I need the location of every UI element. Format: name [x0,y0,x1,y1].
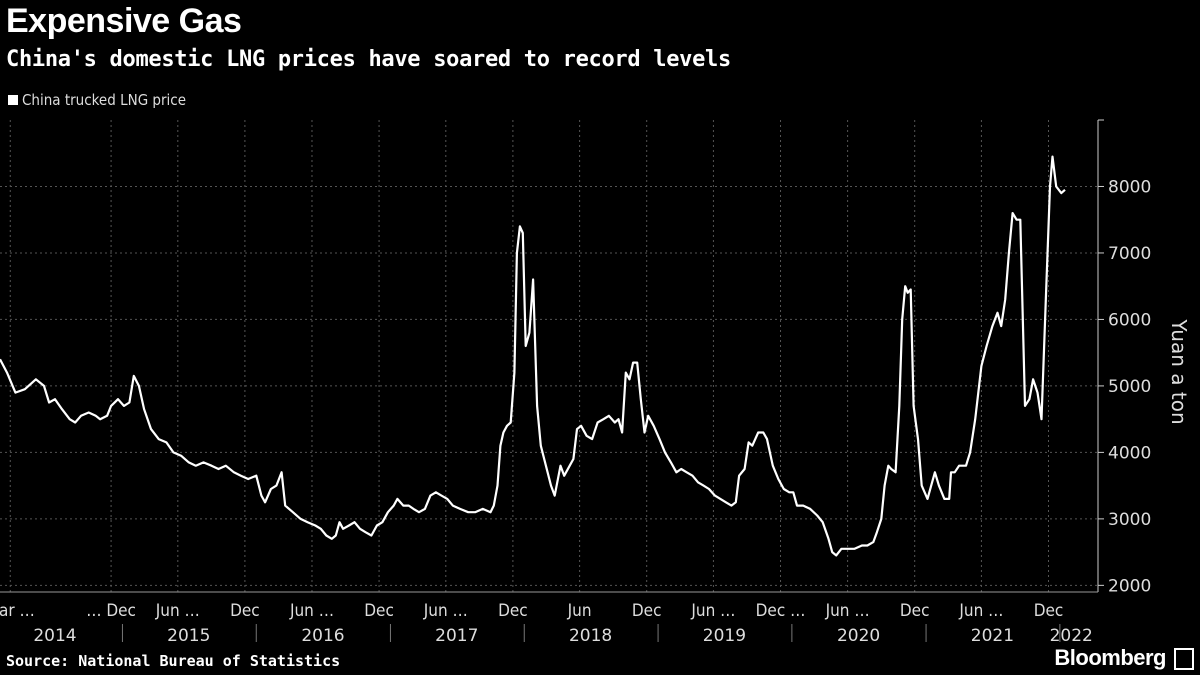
x-tick-label: … Dec [86,601,136,621]
x-tick-label: Jun [567,601,592,621]
x-tick-label: Jun … [690,601,735,621]
x-axis: Mar … … Dec Jun … Dec Jun … Dec Jun … Dec Jun Dec… [0,591,1098,646]
year-label: 2021 [971,626,1014,646]
y-tick-label: 5000 [1108,377,1151,397]
x-tick-label: Dec … [756,601,806,621]
bloomberg-terminal-icon [1174,648,1194,670]
chart-title: Expensive Gas [6,2,242,40]
x-tick-label: Jun … [958,601,1003,621]
y-tick-label: 7000 [1108,244,1151,264]
x-tick-label: Dec [230,601,260,621]
x-tick-label: Jun … [825,601,870,621]
year-label: 2016 [301,626,344,646]
x-tick-label: Dec [498,601,528,621]
year-label: 2018 [569,626,612,646]
legend-swatch [8,95,18,105]
y-tick-label: 3000 [1108,510,1151,530]
source-note: Source: National Bureau of Statistics [6,652,341,670]
y-tick-label: 2000 [1108,576,1151,596]
legend-label: China trucked LNG price [22,91,187,109]
y-axis-label: Yuan a ton [1167,318,1191,424]
year-label: 2015 [167,626,210,646]
year-label: 2014 [33,626,76,646]
x-tick-label: Dec [900,601,930,621]
x-tick-label: Jun … [289,601,334,621]
series-line-china-trucked-lng-price [0,155,1066,557]
gridlines [0,120,1098,592]
x-tick-label: Mar … [0,601,35,621]
x-tick-label: Jun … [423,601,468,621]
year-label: 2020 [837,626,880,646]
y-tick-label: 6000 [1108,310,1151,330]
y-tick-label: 8000 [1108,177,1151,197]
bloomberg-logo: Bloomberg [1054,645,1166,670]
year-label: 2017 [435,626,478,646]
x-tick-label: Dec [364,601,394,621]
x-tick-label: Dec [1034,601,1064,621]
y-tick-label: 4000 [1108,443,1151,463]
year-label: 2022 [1050,626,1093,646]
y-axis: 2000 3000 4000 5000 6000 7000 8000 [1097,119,1151,596]
legend: China trucked LNG price [8,91,186,109]
x-tick-label: Dec [632,601,662,621]
year-label: 2019 [703,626,746,646]
chart-subtitle: China's domestic LNG prices have soared … [6,47,731,72]
x-tick-label: Jun … [155,601,200,621]
